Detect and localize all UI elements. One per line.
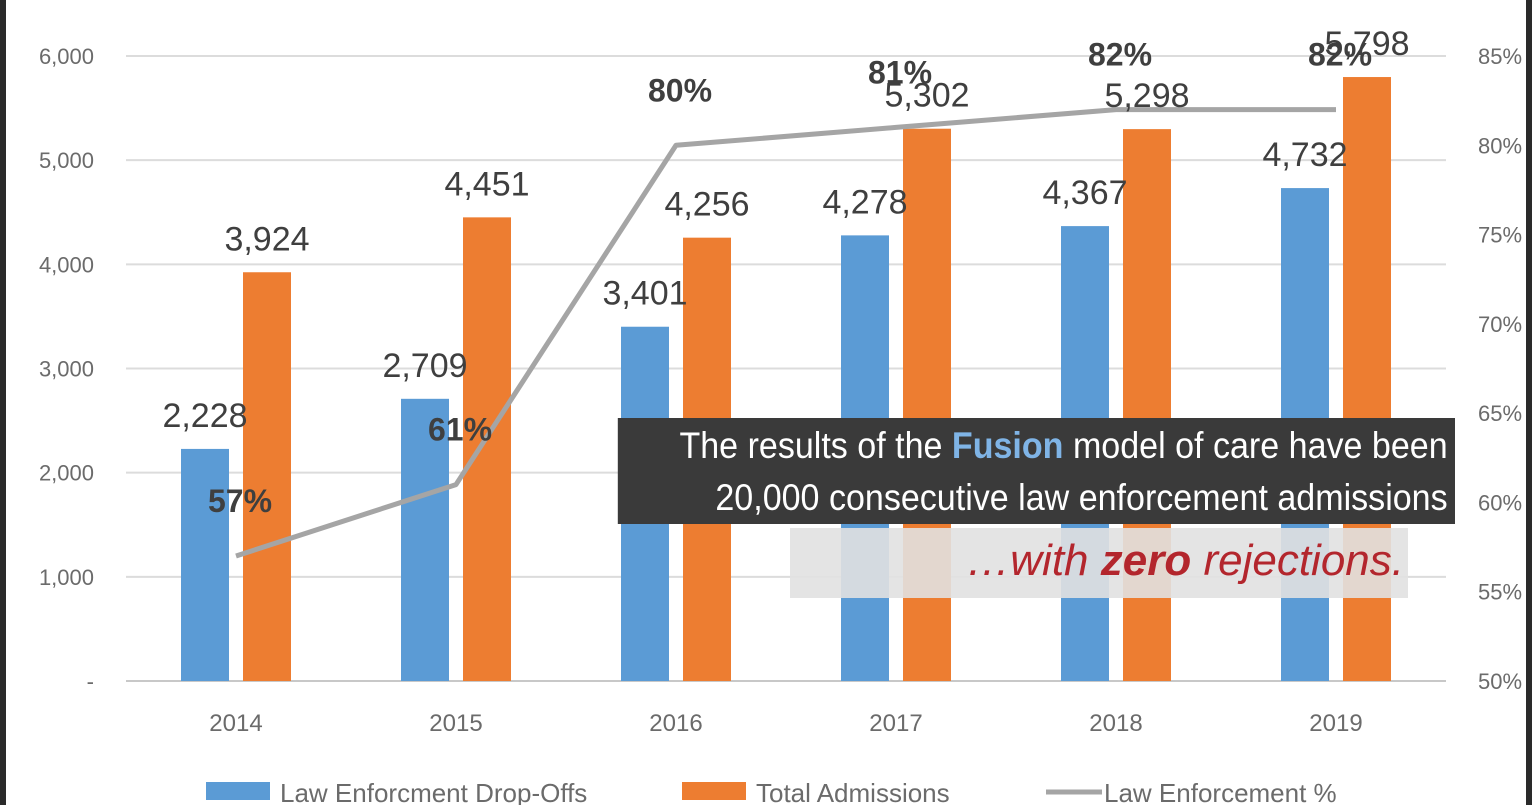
- y-left-tick-label: 3,000: [39, 357, 94, 382]
- drop-offs-value-label: 4,732: [1262, 136, 1347, 174]
- legend-swatch: [206, 782, 270, 800]
- y-right-tick-label: 60%: [1478, 490, 1522, 515]
- total-admissions-value-label: 4,256: [664, 186, 749, 224]
- callout-highlight: Fusion: [952, 425, 1064, 466]
- total-admissions-bar: [243, 272, 291, 681]
- legend-label: Law Enforcment Drop-Offs: [280, 778, 587, 805]
- total-admissions-bar: [1123, 129, 1171, 681]
- percent-value-label: 57%: [208, 483, 272, 519]
- y-left-tick-label: 4,000: [39, 252, 94, 277]
- callout-box: The results of the Fusion model of care …: [618, 418, 1455, 524]
- total-admissions-value-label: 3,924: [224, 220, 309, 258]
- callout-line-1: The results of the Fusion model of care …: [618, 420, 1448, 472]
- combo-chart: - 1,000 2,000 3,000 4,000 5,000 6,000 50% 55% 60%…: [6, 0, 1526, 805]
- y-left-tick-label: 2,000: [39, 461, 94, 486]
- legend: Law Enforcment Drop-Offs Total Admissions…: [206, 778, 1337, 805]
- total-admissions-bar: [903, 129, 951, 681]
- legend-label: Total Admissions: [756, 778, 950, 805]
- y-left-tick-label: 1,000: [39, 565, 94, 590]
- total-admissions-bar: [463, 217, 511, 681]
- x-tick-label: 2019: [1309, 710, 1362, 737]
- y-left-tick-label: -: [87, 669, 94, 694]
- x-tick-label: 2018: [1089, 710, 1142, 737]
- y-right-tick-label: 85%: [1478, 44, 1522, 69]
- callout-line-1-after: model of care have been: [1063, 425, 1447, 466]
- y-right-tick-label: 55%: [1478, 580, 1522, 605]
- percent-value-label: 82%: [1088, 37, 1152, 73]
- banner-before: …with: [966, 536, 1100, 585]
- percent-value-label: 80%: [648, 72, 712, 108]
- legend-label: Law Enforcement %: [1104, 778, 1337, 805]
- percent-value-label: 61%: [428, 412, 492, 448]
- drop-offs-value-label: 4,367: [1042, 174, 1127, 212]
- y-right-tick-label: 70%: [1478, 312, 1522, 337]
- y-left-tick-label: 5,000: [39, 148, 94, 173]
- legend-swatch: [682, 782, 746, 800]
- total-admissions-value-label: 5,298: [1104, 77, 1189, 115]
- drop-offs-value-label: 2,228: [162, 397, 247, 435]
- callout-line-2: 20,000 consecutive law enforcement admis…: [618, 472, 1448, 524]
- y-left-tick-label: 6,000: [39, 44, 94, 69]
- drop-offs-value-label: 4,278: [822, 183, 907, 221]
- percent-value-label: 82%: [1308, 37, 1372, 73]
- zero-rejections-banner: …with zero rejections.: [790, 528, 1408, 598]
- x-tick-label: 2015: [429, 710, 482, 737]
- banner-after: rejections.: [1191, 536, 1404, 585]
- y-right-tick-label: 75%: [1478, 223, 1522, 248]
- total-admissions-value-label: 4,451: [444, 165, 529, 203]
- percent-value-label: 81%: [868, 54, 932, 90]
- banner-bold: zero: [1101, 536, 1191, 585]
- y-right-tick-label: 50%: [1478, 669, 1522, 694]
- x-tick-label: 2016: [649, 710, 702, 737]
- x-tick-label: 2014: [209, 710, 262, 737]
- drop-offs-value-label: 2,709: [382, 347, 467, 385]
- y-right-tick-label: 80%: [1478, 133, 1522, 158]
- drop-offs-value-label: 3,401: [602, 275, 687, 313]
- x-tick-label: 2017: [869, 710, 922, 737]
- y-right-tick-label: 65%: [1478, 401, 1522, 426]
- callout-line-1-before: The results of the: [679, 425, 951, 466]
